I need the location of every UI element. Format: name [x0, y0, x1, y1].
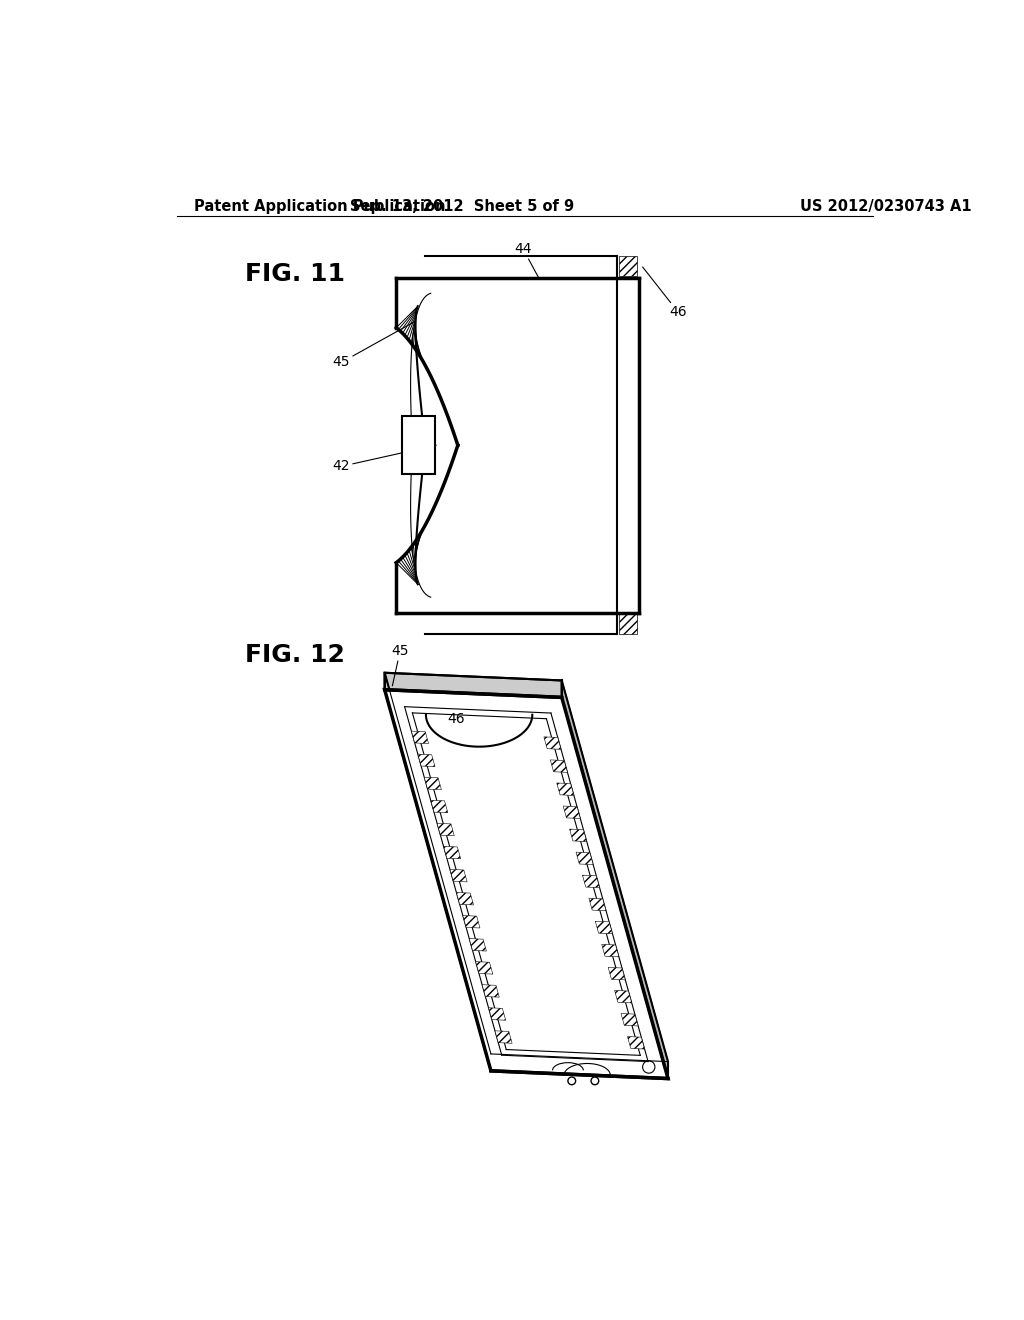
- Polygon shape: [385, 689, 668, 1078]
- Polygon shape: [418, 754, 435, 767]
- Polygon shape: [583, 875, 600, 887]
- Text: FIG. 11: FIG. 11: [245, 261, 344, 286]
- Text: 44: 44: [514, 243, 539, 277]
- Polygon shape: [595, 921, 612, 933]
- Polygon shape: [577, 853, 593, 865]
- Polygon shape: [457, 892, 473, 906]
- Text: 46: 46: [447, 711, 465, 726]
- Polygon shape: [431, 800, 447, 813]
- Polygon shape: [562, 681, 668, 1078]
- Polygon shape: [628, 1036, 644, 1049]
- Polygon shape: [618, 614, 637, 635]
- Polygon shape: [544, 737, 561, 750]
- Polygon shape: [589, 898, 606, 911]
- Text: 45: 45: [391, 644, 409, 686]
- Polygon shape: [563, 807, 581, 818]
- Polygon shape: [469, 939, 486, 950]
- Polygon shape: [443, 846, 461, 859]
- Polygon shape: [602, 944, 618, 957]
- Text: Sep. 13, 2012  Sheet 5 of 9: Sep. 13, 2012 Sheet 5 of 9: [349, 198, 573, 214]
- Text: 42: 42: [333, 445, 436, 474]
- Polygon shape: [550, 760, 567, 772]
- Text: 46: 46: [643, 267, 687, 319]
- Text: FIG. 12: FIG. 12: [245, 643, 344, 667]
- Polygon shape: [437, 824, 455, 836]
- Polygon shape: [608, 968, 626, 979]
- Polygon shape: [385, 673, 490, 1071]
- Polygon shape: [614, 990, 632, 1003]
- Polygon shape: [412, 731, 429, 743]
- Polygon shape: [569, 829, 587, 842]
- Polygon shape: [495, 1031, 512, 1043]
- Text: US 2012/0230743 A1: US 2012/0230743 A1: [801, 198, 972, 214]
- Text: 45: 45: [333, 321, 416, 370]
- Polygon shape: [385, 673, 562, 697]
- Polygon shape: [463, 916, 480, 928]
- Bar: [402, 416, 435, 474]
- Polygon shape: [476, 962, 493, 974]
- Text: Patent Application Publication: Patent Application Publication: [194, 198, 445, 214]
- Polygon shape: [488, 1007, 506, 1020]
- Polygon shape: [621, 1014, 638, 1026]
- Polygon shape: [482, 985, 500, 997]
- Polygon shape: [557, 783, 573, 796]
- Polygon shape: [424, 777, 441, 789]
- Polygon shape: [450, 870, 467, 882]
- Polygon shape: [618, 256, 637, 276]
